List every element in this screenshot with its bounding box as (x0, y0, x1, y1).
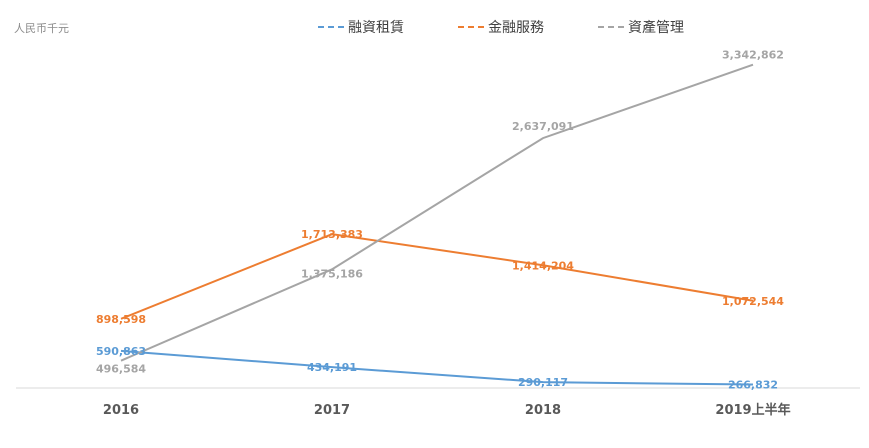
legend-item-financial-services: 金融服務 (458, 17, 544, 37)
legend-item-asset-management: 資產管理 (598, 17, 684, 37)
legend-swatch-leasing (318, 26, 344, 28)
legend-label-financial-services: 金融服務 (488, 20, 544, 36)
x-tick-label: 2019上半年 (715, 402, 790, 418)
series-line (120, 349, 754, 386)
legend-label-asset-management: 資產管理 (628, 20, 684, 36)
data-label: 1,713,383 (301, 228, 363, 241)
data-label: 266,832 (728, 379, 778, 392)
data-label: 1,375,186 (301, 267, 363, 280)
data-label: 2,637,091 (512, 120, 574, 133)
data-label: 3,342,862 (722, 49, 784, 62)
series-line (120, 63, 754, 362)
data-label: 496,584 (96, 363, 146, 376)
legend-item-leasing: 融資租賃 (318, 17, 404, 37)
series-line (120, 233, 754, 320)
legend-label-leasing: 融資租賃 (348, 20, 404, 36)
legend-swatch-financial-services (458, 26, 484, 28)
legend: 融資租賃 金融服務 資產管理 (318, 17, 684, 37)
x-tick-label: 2017 (314, 403, 350, 418)
x-tick-label: 2018 (525, 403, 561, 418)
data-label: 1,072,544 (722, 295, 784, 308)
data-label: 1,414,204 (512, 259, 574, 272)
data-label: 590,863 (96, 345, 146, 358)
data-label: 898,598 (96, 313, 146, 326)
data-label: 434,191 (307, 361, 357, 374)
x-tick-label: 2016 (103, 403, 139, 418)
unit-label: 人民币千元 (14, 22, 69, 35)
legend-swatch-asset-management (598, 26, 624, 28)
data-label: 290,117 (518, 376, 568, 389)
